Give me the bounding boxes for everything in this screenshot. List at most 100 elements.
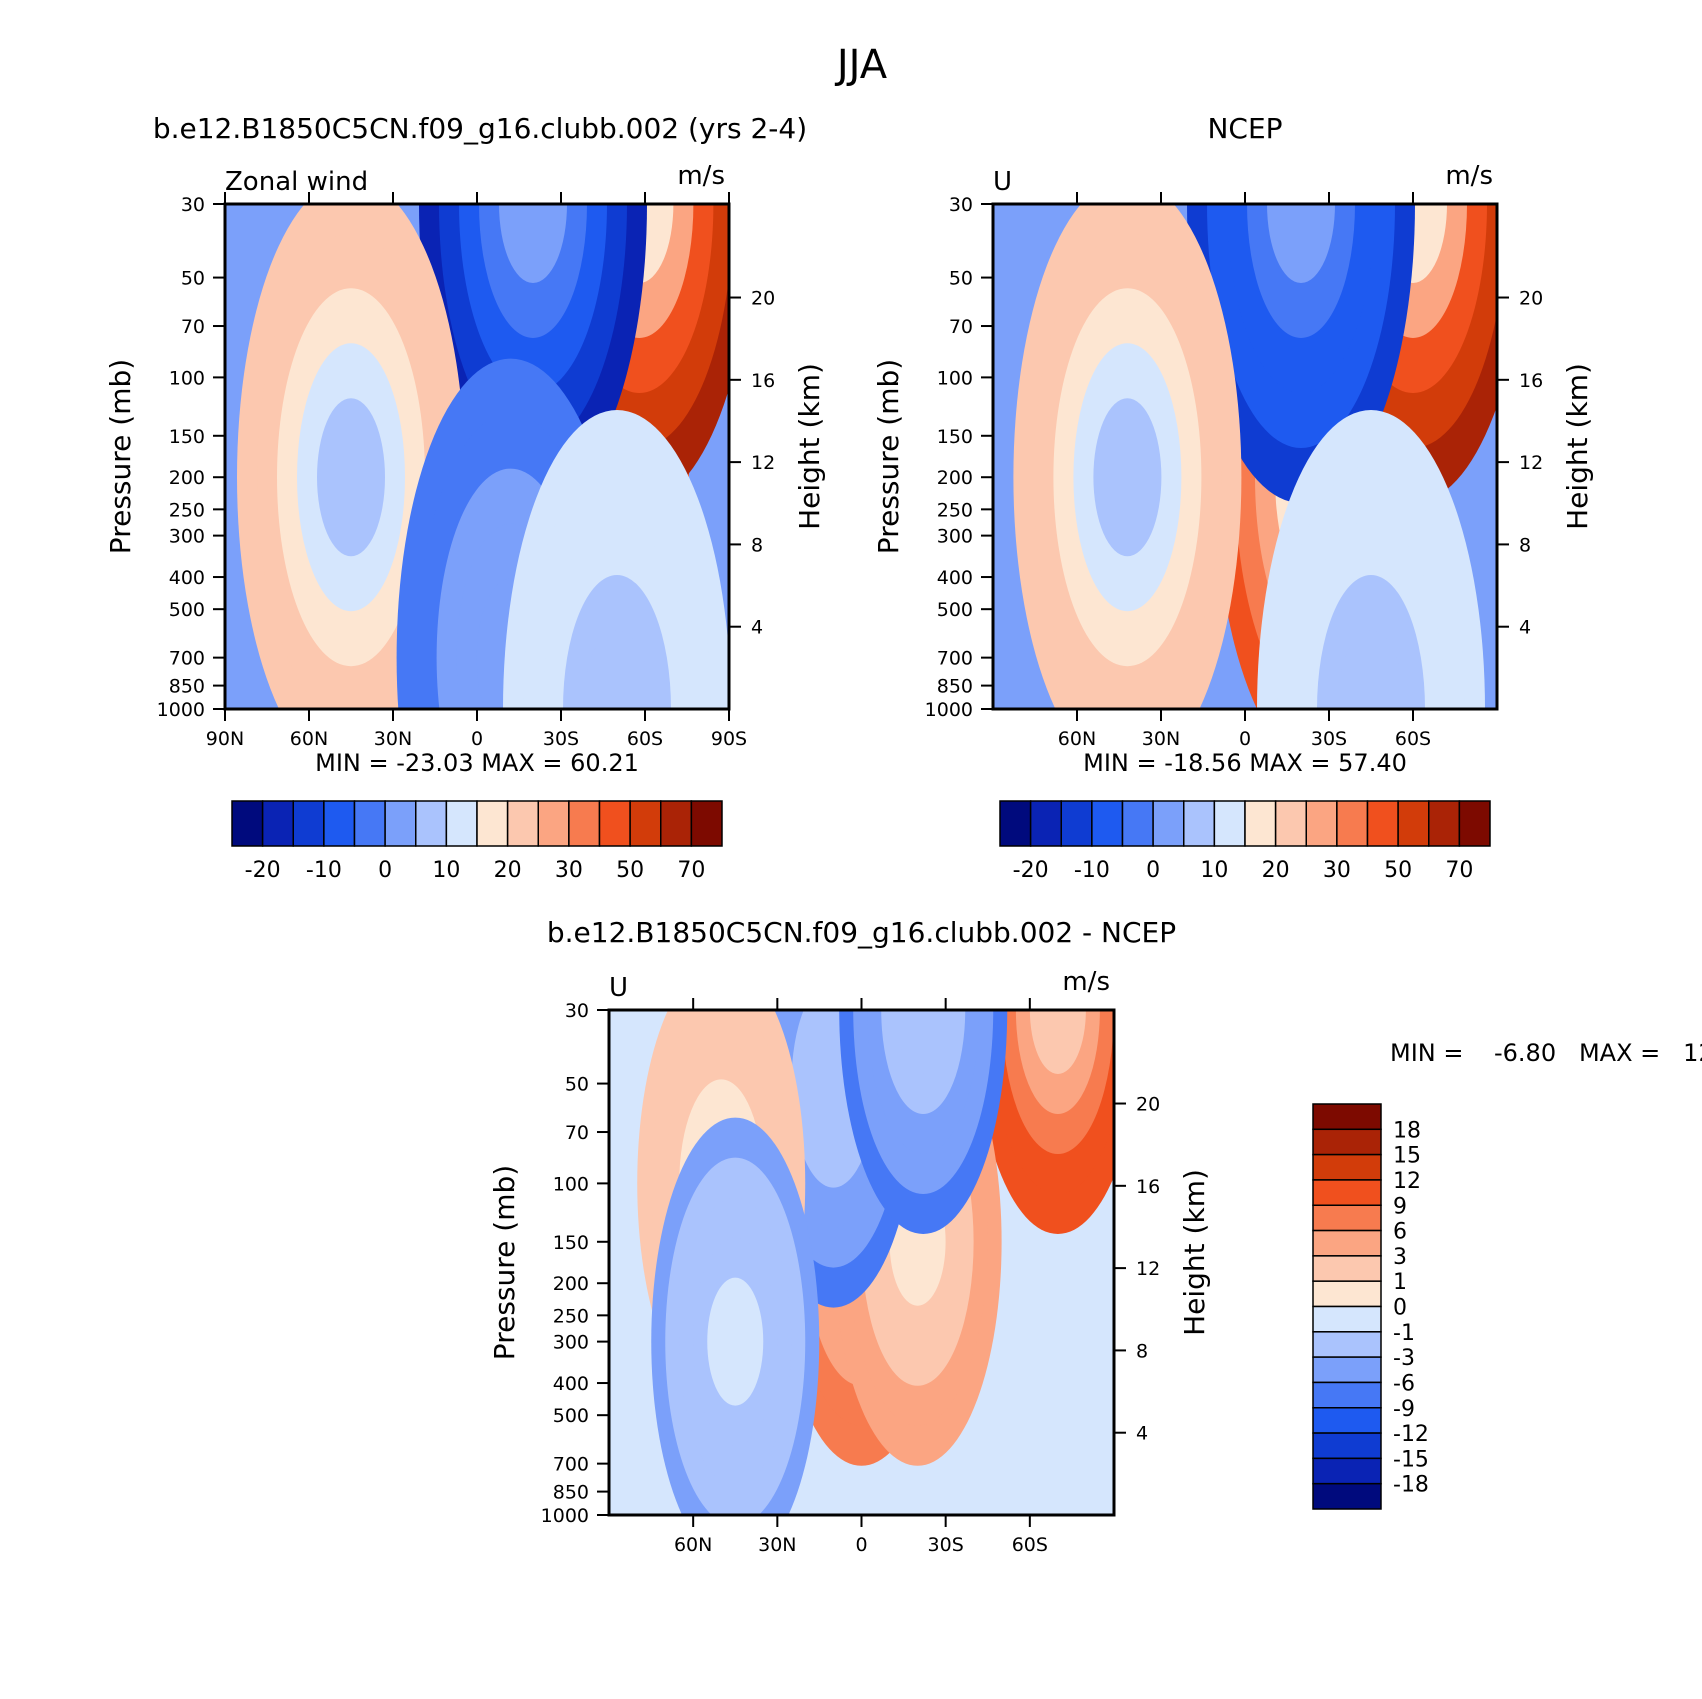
panel-units-label: m/s <box>1062 967 1110 997</box>
y-right-tick-label: 20 <box>1136 1094 1160 1116</box>
panel-variable-label: U <box>609 973 628 1003</box>
y-tick-label: 200 <box>169 467 205 489</box>
colorbar-swatch <box>1312 1179 1382 1206</box>
y-tick-label: 1000 <box>925 699 973 721</box>
colorbar-swatch <box>598 800 631 847</box>
colorbar-label: 0 <box>1393 1296 1407 1321</box>
colorbar-swatch <box>261 800 294 847</box>
colorbar-swatch <box>231 800 264 847</box>
colorbar-swatch <box>415 800 448 847</box>
y-tick-label: 500 <box>553 1405 589 1427</box>
colorbar-swatch <box>1312 1280 1382 1308</box>
y-tick-label: 400 <box>553 1373 589 1395</box>
colorbar-label: -10 <box>1074 858 1110 883</box>
colorbar-label: -15 <box>1393 1447 1429 1472</box>
colorbar: -20 -10 0 10 20 30 50 70 <box>999 800 1491 883</box>
contour-field <box>637 1010 1114 1515</box>
colorbar-swatch <box>629 800 662 847</box>
colorbar-swatch <box>690 800 723 847</box>
panel-units-label: m/s <box>677 161 725 191</box>
colorbar-swatch <box>1312 1305 1382 1333</box>
colorbar-swatch <box>353 800 386 847</box>
x-tick-label: 30N <box>1142 728 1180 750</box>
y-axis-label: Pressure (mb) <box>872 359 905 554</box>
x-tick-label: 60N <box>1058 728 1096 750</box>
y-tick-label: 150 <box>169 426 205 448</box>
colorbar-swatch <box>1312 1204 1382 1232</box>
y-tick-label: 50 <box>565 1074 589 1096</box>
colorbar-swatch <box>1312 1432 1382 1460</box>
colorbar-label: 50 <box>616 858 644 883</box>
min-max-text: MIN = -23.03 MAX = 60.21 <box>315 749 639 777</box>
colorbar-label: 9 <box>1393 1194 1407 1219</box>
y-tick-label: 100 <box>553 1173 589 1195</box>
colorbar-swatch <box>1312 1229 1382 1257</box>
colorbar-label: 20 <box>494 858 522 883</box>
y-tick-label: 100 <box>169 367 205 389</box>
y-right-axis-label: Height (km) <box>793 363 826 530</box>
colorbar-label: -9 <box>1393 1397 1415 1422</box>
panel-variable-label: U <box>993 167 1012 197</box>
colorbar-swatch <box>323 800 356 847</box>
colorbar-label: 3 <box>1393 1245 1407 1270</box>
y-tick-label: 300 <box>937 526 973 548</box>
colorbar-label: 70 <box>1445 858 1473 883</box>
y-tick-label: 50 <box>181 268 205 290</box>
y-right-axis-label: Height (km) <box>1178 1169 1211 1336</box>
colorbar-swatch <box>660 800 693 847</box>
contour-feature-2 <box>1267 204 1335 283</box>
colorbar-label: 18 <box>1393 1118 1421 1143</box>
colorbar-swatch <box>1336 800 1369 847</box>
colorbar-swatch <box>1312 1103 1382 1131</box>
contour-feature-5 <box>583 630 651 709</box>
y-tick-label: 850 <box>937 676 973 698</box>
colorbar-swatch <box>1312 1356 1382 1384</box>
colorbar-swatch <box>1305 800 1338 847</box>
colorbar-swatch <box>506 800 539 847</box>
x-tick-label: 30N <box>758 1534 796 1556</box>
colorbar-label: 6 <box>1393 1220 1407 1245</box>
colorbar-swatch <box>1312 1255 1382 1282</box>
colorbar-label: -20 <box>245 858 281 883</box>
colorbar-swatch <box>1312 1128 1382 1156</box>
colorbar-swatch <box>537 800 570 847</box>
colorbar-label: 20 <box>1262 858 1290 883</box>
colorbar-swatch <box>1312 1457 1382 1485</box>
colorbar-swatch <box>1152 800 1185 847</box>
x-tick-label: 30S <box>1311 728 1347 750</box>
y-right-tick-label: 8 <box>1519 534 1531 556</box>
colorbar-swatch <box>445 800 478 847</box>
colorbar-swatch <box>384 800 417 847</box>
y-tick-label: 50 <box>949 268 973 290</box>
y-tick-label: 30 <box>949 194 973 216</box>
colorbar-swatch <box>1060 800 1093 847</box>
panel-0: b.e12.B1850C5CN.f09_g16.clubb.002 (yrs 2… <box>104 112 826 883</box>
colorbar-label: 70 <box>677 858 705 883</box>
colorbar-swatch <box>1366 800 1399 847</box>
y-right-tick-label: 4 <box>1136 1423 1148 1445</box>
x-tick-label: 0 <box>1239 728 1251 750</box>
colorbar-swatch <box>292 800 325 847</box>
y-tick-label: 100 <box>937 367 973 389</box>
y-tick-label: 70 <box>949 316 973 338</box>
y-tick-label: 150 <box>553 1232 589 1254</box>
colorbar-label: 30 <box>555 858 583 883</box>
contour-feature-1 <box>1029 1010 1086 1074</box>
colorbar-label: -20 <box>1013 858 1049 883</box>
y-tick-label: 700 <box>553 1454 589 1476</box>
colorbar-swatch <box>1274 800 1307 847</box>
colorbar-swatch <box>1312 1381 1382 1409</box>
y-axis-label: Pressure (mb) <box>104 359 137 554</box>
panel-title: b.e12.B1850C5CN.f09_g16.clubb.002 - NCEP <box>547 916 1176 949</box>
y-right-tick-label: 16 <box>1519 370 1543 392</box>
y-tick-label: 500 <box>169 599 205 621</box>
colorbar-swatch <box>1312 1482 1382 1510</box>
contour-field <box>1013 204 1497 709</box>
y-right-tick-label: 20 <box>751 288 775 310</box>
y-tick-label: 500 <box>937 599 973 621</box>
colorbar: -20 -10 0 10 20 30 50 70 <box>231 800 723 883</box>
y-tick-label: 200 <box>553 1273 589 1295</box>
y-tick-label: 30 <box>181 194 205 216</box>
colorbar-swatch <box>1091 800 1124 847</box>
